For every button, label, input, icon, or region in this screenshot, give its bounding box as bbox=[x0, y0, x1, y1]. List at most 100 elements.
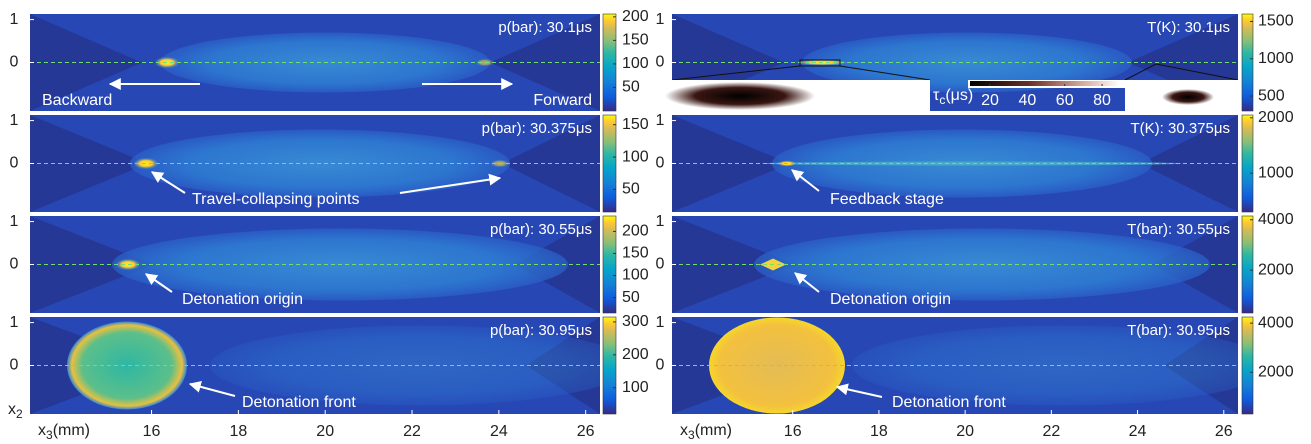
x-tick-label: 24 bbox=[490, 423, 508, 440]
arrow bbox=[188, 380, 236, 397]
field bbox=[672, 317, 1238, 414]
text-part: (μs) bbox=[945, 87, 973, 104]
field bbox=[30, 115, 600, 212]
field bbox=[672, 216, 1238, 313]
text-part: 2 bbox=[16, 407, 23, 421]
panel: T(bar): 30.95μs 0 1 2000 4000 Detonation fron… bbox=[656, 314, 1294, 415]
panel: T(K): 30.375μs 0 1 1000 2000 Feedback stage bbox=[656, 109, 1294, 213]
dark-wedge bbox=[672, 216, 796, 313]
y-tick-label: 1 bbox=[10, 11, 19, 28]
y-tick-label: 0 bbox=[656, 155, 665, 172]
colorbar-tick-label: 150 bbox=[622, 116, 649, 133]
panel-label: p(bar): 30.55μs bbox=[490, 221, 592, 238]
zoom-line bbox=[1155, 63, 1239, 81]
colorbar-tick-label: 100 bbox=[622, 267, 649, 284]
x-tick-label: 22 bbox=[1042, 423, 1060, 440]
inset-colorbar bbox=[970, 81, 1120, 86]
x-axis-label: x3(mm) bbox=[680, 422, 732, 442]
colorbar bbox=[602, 114, 617, 213]
text-part: (mm) bbox=[695, 422, 732, 439]
colorbar-tick-label: 1000 bbox=[1258, 164, 1294, 181]
colorbar-tick-label: 2000 bbox=[1258, 109, 1294, 126]
x-tick-label: 22 bbox=[403, 423, 421, 440]
colorbar bbox=[1241, 215, 1254, 314]
annotation: Travel-collapsing points bbox=[192, 191, 359, 208]
panel: p(bar): 30.375μs0150100150Travel-collaps… bbox=[10, 112, 649, 213]
front bbox=[67, 321, 187, 410]
zoom-line bbox=[839, 65, 931, 81]
colorbar-tick-label: 100 bbox=[622, 379, 649, 396]
colorbar bbox=[602, 13, 617, 112]
colorbar bbox=[602, 316, 617, 415]
y-tick-label: 1 bbox=[10, 112, 19, 129]
panel-label: p(bar): 30.95μs bbox=[490, 322, 592, 339]
field bbox=[30, 317, 600, 414]
panel-label: T(bar): 30.55μs bbox=[1127, 221, 1230, 238]
text-part: c bbox=[939, 93, 945, 107]
panel-label: T(bar): 30.95μs bbox=[1127, 322, 1230, 339]
y-tick-label: 0 bbox=[10, 256, 19, 273]
annotation: Detonation front bbox=[892, 394, 1006, 411]
colorbar-tick-label: 200 bbox=[622, 223, 649, 240]
panel-label: p(bar): 30.375μs bbox=[482, 120, 592, 137]
x-tick-label: 26 bbox=[577, 423, 595, 440]
y-tick-label: 1 bbox=[656, 314, 665, 331]
colorbar-tick-label: 150 bbox=[622, 245, 649, 262]
colorbar bbox=[602, 215, 617, 314]
colorbar-tick-label: 4000 bbox=[1258, 211, 1294, 228]
y-tick-label: 0 bbox=[10, 54, 19, 71]
arrow bbox=[145, 273, 173, 293]
y-tick-label: 1 bbox=[10, 314, 19, 331]
colorbar-tick-label: 100 bbox=[622, 148, 649, 165]
y-tick-label: 0 bbox=[656, 357, 665, 374]
y-tick-label: 1 bbox=[656, 11, 665, 28]
annotation: Feedback stage bbox=[830, 191, 944, 208]
arrow bbox=[791, 169, 820, 192]
panel-label: T(K): 30.375μs bbox=[1130, 120, 1230, 137]
field bbox=[672, 115, 1238, 212]
colorbar bbox=[1241, 114, 1254, 213]
colorbar-tick-label: 300 bbox=[622, 313, 649, 330]
arrow bbox=[835, 383, 883, 398]
y-tick-label: 0 bbox=[656, 54, 665, 71]
zoom-box bbox=[799, 59, 841, 67]
colorbar-tick-label: 50 bbox=[622, 181, 640, 198]
x-tick-label: 20 bbox=[956, 423, 974, 440]
colorbar-tick-label: 2000 bbox=[1258, 363, 1294, 380]
x-tick-label: 24 bbox=[1129, 423, 1147, 440]
y-tick-label: 0 bbox=[10, 155, 19, 172]
text-part: x bbox=[38, 422, 46, 439]
y-tick-label: 1 bbox=[656, 213, 665, 230]
text-part: x bbox=[680, 422, 688, 439]
text-part: τ bbox=[933, 87, 940, 104]
y-tick-label: 1 bbox=[656, 112, 665, 129]
x-tick-label: 16 bbox=[784, 423, 802, 440]
colorbar-tick-label: 2000 bbox=[1258, 261, 1294, 278]
text-part: (mm) bbox=[53, 422, 90, 439]
arrow bbox=[794, 272, 820, 293]
text-part: 3 bbox=[46, 428, 53, 442]
annotation: Detonation origin bbox=[182, 291, 303, 308]
inset-tick-label: 20 bbox=[981, 92, 999, 109]
y-tick-label: 0 bbox=[656, 256, 665, 273]
x-tick-label: 18 bbox=[870, 423, 888, 440]
zoom-line bbox=[671, 65, 801, 81]
arrow bbox=[399, 173, 502, 194]
panel: p(bar): 30.95μs 0 1 100 200 300 Detonation fro… bbox=[10, 313, 649, 415]
colorbar-tick-label: 1000 bbox=[1258, 50, 1294, 67]
panel-label: T(K): 30.1μs bbox=[1147, 19, 1230, 36]
hot-line bbox=[762, 161, 1182, 166]
x-tick-label: 18 bbox=[229, 423, 247, 440]
annotation: Detonation origin bbox=[830, 291, 951, 308]
panel-label: p(bar): 30.1μs bbox=[498, 19, 592, 36]
colorbar-tick-label: 4000 bbox=[1258, 314, 1294, 331]
colorbar-tick-label: 1500 bbox=[1258, 13, 1294, 30]
x-tick-label: 16 bbox=[143, 423, 161, 440]
dark-wedge bbox=[1140, 115, 1238, 212]
dark-wedge bbox=[30, 216, 154, 313]
field bbox=[30, 14, 600, 111]
